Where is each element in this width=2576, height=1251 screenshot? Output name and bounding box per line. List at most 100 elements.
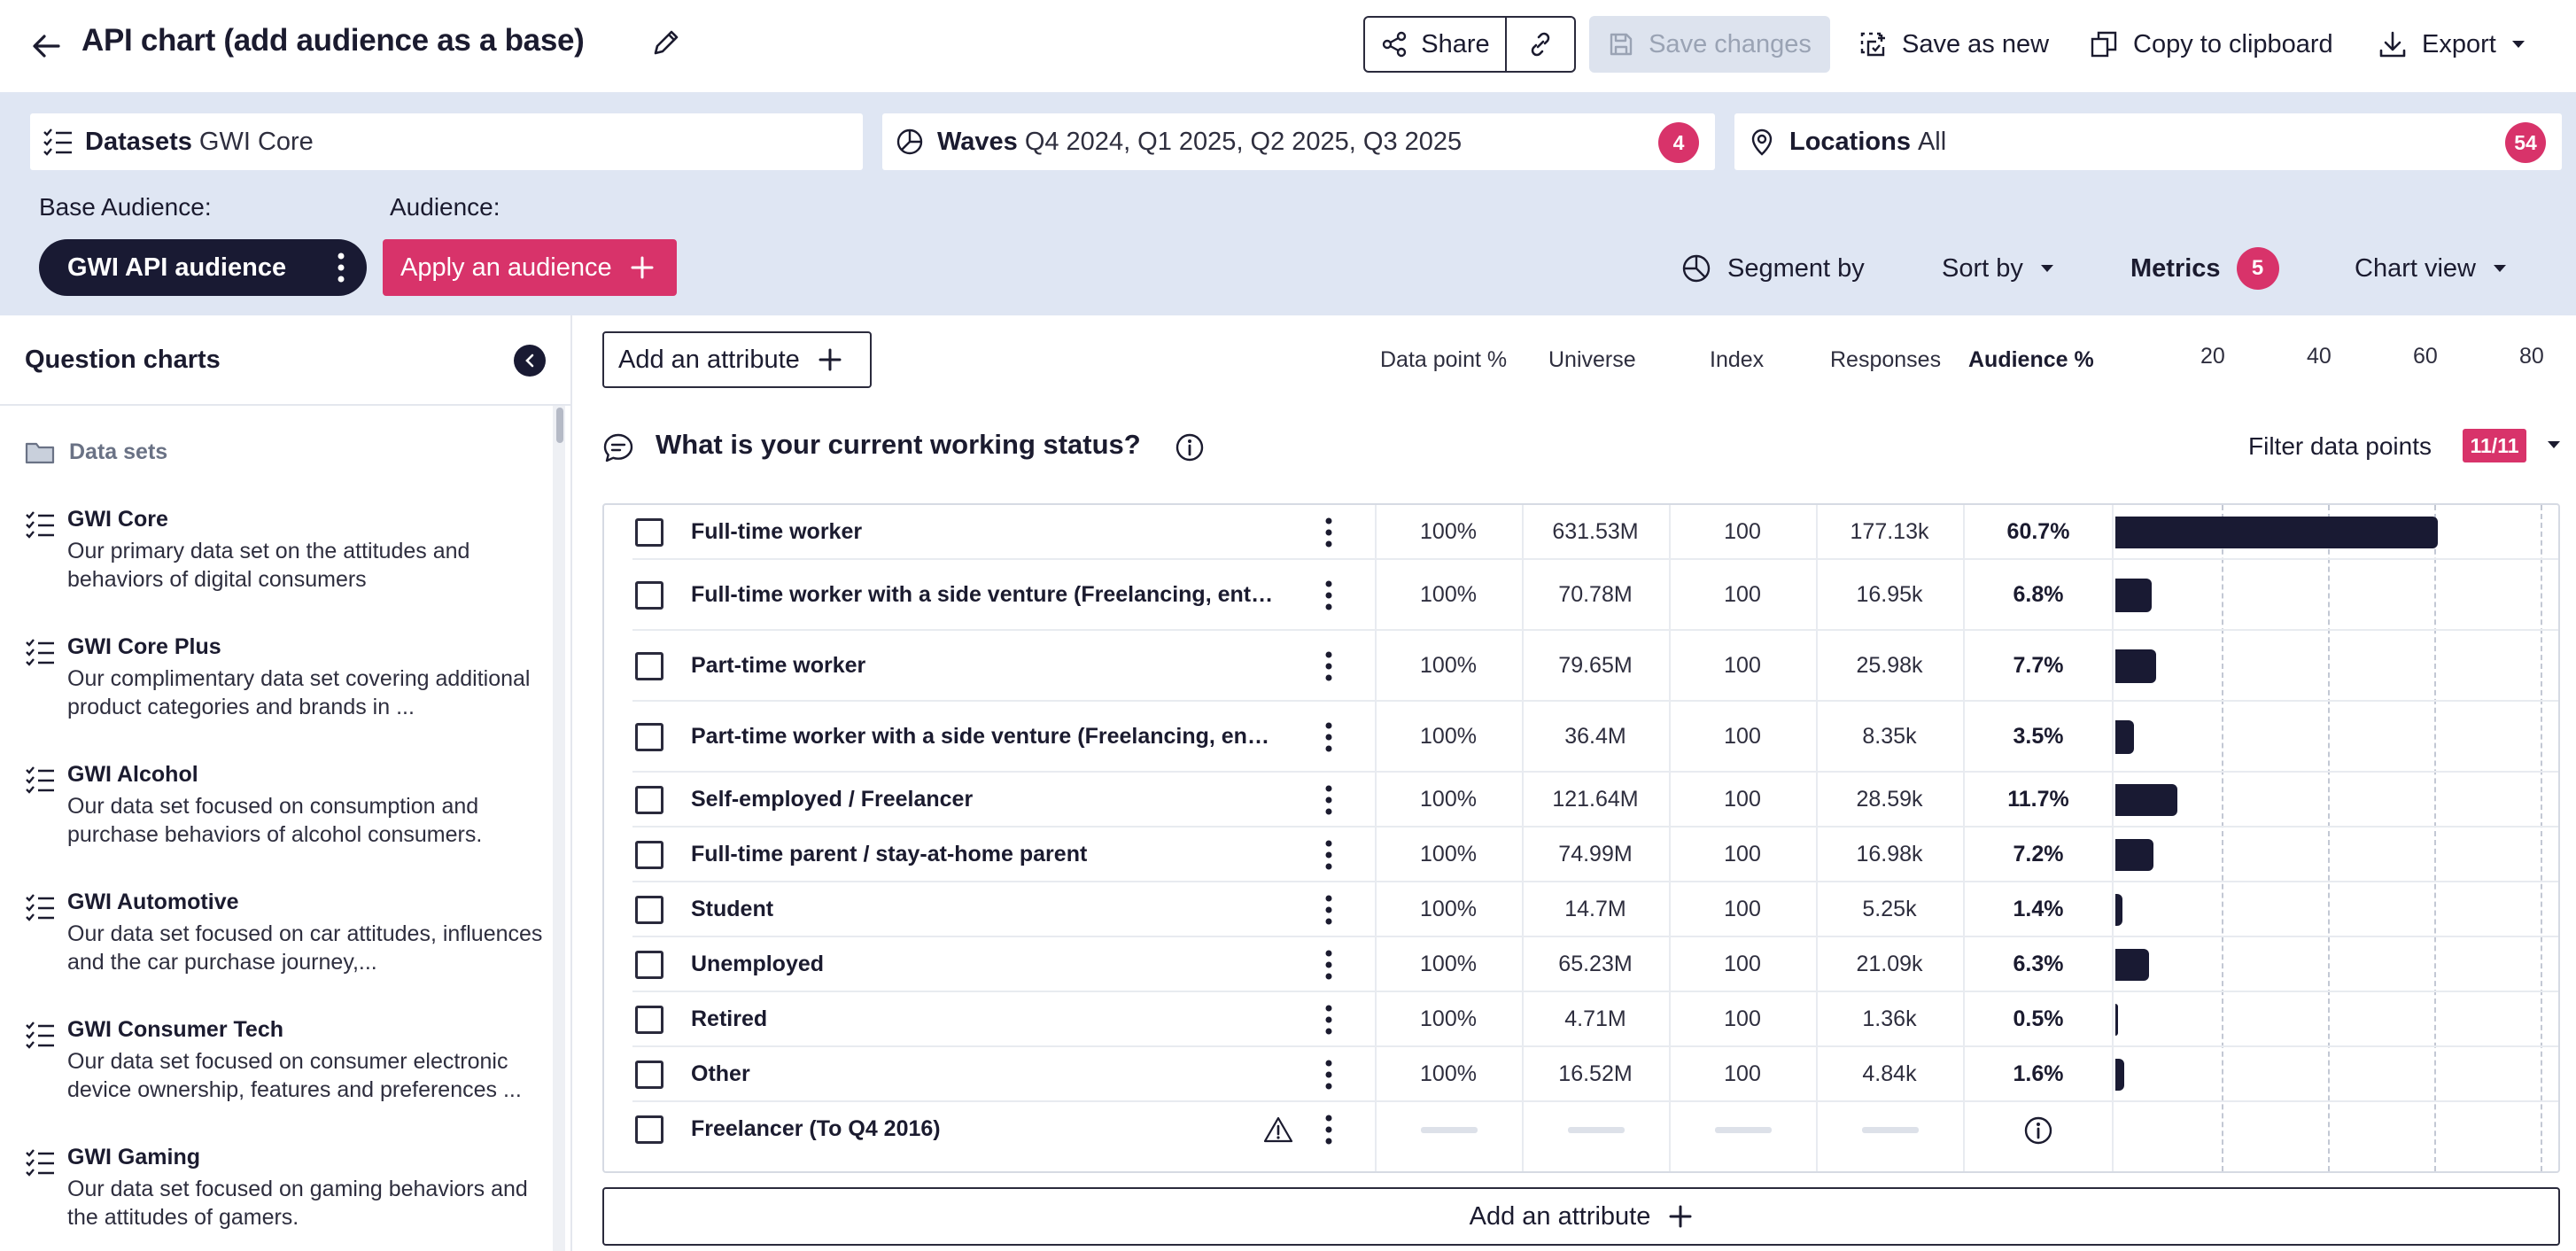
sidebar-dataset-item[interactable]: GWI Consumer Tech Our data set focused on… [25,1017,539,1123]
cell-universe: 631.53M [1552,519,1639,544]
kebab-icon[interactable] [1322,721,1336,753]
locations-filter[interactable]: Locations All 54 [1734,113,2562,170]
row-checkbox[interactable] [635,786,663,814]
kebab-icon[interactable] [1322,1059,1336,1091]
base-audience-pill[interactable]: GWI API audience [39,239,367,296]
column-index[interactable]: Index [1710,347,1765,372]
segment-by-button[interactable]: Segment by [1681,248,1865,289]
table-row[interactable]: Full-time worker 100% 631.53M 100 177.13k 60.… [604,505,2558,560]
table-row[interactable]: Student 100% 14.7M 100 5.25k 1.4% [604,882,2558,937]
table-row[interactable]: Retired 100% 4.71M 100 1.36k 0.5% [604,992,2558,1047]
kebab-icon[interactable] [1322,579,1336,611]
audience-bar[interactable] [2115,784,2178,816]
row-checkbox[interactable] [635,951,663,979]
kebab-icon[interactable] [1322,894,1336,926]
collapse-sidebar-button[interactable] [514,345,546,377]
kebab-icon[interactable] [1322,839,1336,871]
column-data-point[interactable]: Data point % [1380,347,1508,372]
table-row[interactable]: Freelancer (To Q4 2016) [604,1102,2558,1157]
kebab-icon[interactable] [1322,650,1336,682]
kebab-icon[interactable] [337,252,345,284]
kebab-icon[interactable] [1322,1004,1336,1036]
edit-title-button[interactable] [647,23,686,62]
column-universe[interactable]: Universe [1548,347,1636,372]
row-checkbox[interactable] [635,841,663,869]
sidebar-dataset-item[interactable]: GWI Alcohol Our data set focused on consu… [25,762,539,868]
audience-bar[interactable] [2115,649,2157,683]
chart-view-button[interactable]: Chart view [2355,248,2508,289]
copy-link-button[interactable] [1507,18,1574,71]
audience-bar[interactable] [2115,720,2134,754]
add-attribute-button-top[interactable]: Add an attribute [602,331,872,388]
row-checkbox[interactable] [635,518,663,547]
back-button[interactable] [27,27,66,66]
audience-bar[interactable] [2115,949,2149,981]
column-responses[interactable]: Responses [1830,347,1942,372]
sidebar-dataset-item[interactable]: GWI Gaming Our data set focused on gaming… [25,1145,539,1251]
apply-audience-button[interactable]: Apply an audience [383,239,677,296]
info-icon[interactable] [1175,432,1205,462]
kebab-icon[interactable] [1322,949,1336,981]
sort-by-button[interactable]: Sort by [1942,248,2055,289]
add-attribute-button-bottom[interactable]: Add an attribute [602,1187,2560,1246]
sidebar-scrollbar-thumb[interactable] [556,408,563,443]
column-divider [1669,505,1671,1171]
cell-responses: 1.36k [1862,1006,1917,1031]
locations-count-badge: 54 [2505,122,2546,163]
sidebar-dataset-item[interactable]: GWI Core Our primary data set on the atti… [25,507,539,613]
column-divider [2112,505,2114,1171]
table-row[interactable]: Full-time worker with a side venture (Fr… [604,560,2558,631]
row-checkbox[interactable] [635,1006,663,1034]
table-row[interactable]: Part-time worker with a side venture (Fr… [604,702,2558,773]
audience-bar[interactable] [2115,839,2154,871]
table-row[interactable]: Part-time worker 100% 79.65M 100 25.98k 7.7% [604,631,2558,702]
row-checkbox[interactable] [635,723,663,751]
table-row[interactable]: Self-employed / Freelancer 100% 121.64M 100… [604,773,2558,828]
chevron-left-icon [525,354,534,368]
table-row[interactable]: Unemployed 100% 65.23M 100 21.09k 6.3% [604,937,2558,992]
sidebar-dataset-item[interactable]: GWI Automotive Our data set focused on ca… [25,890,542,996]
save-as-new-button[interactable]: Save as new [1858,16,2049,73]
audience-bar[interactable] [2115,517,2439,548]
cell-index: 100 [1724,897,1761,921]
info-icon[interactable] [2023,1115,2053,1146]
row-label: Student [691,897,774,921]
list-icon [25,638,55,666]
warning-icon[interactable] [1263,1115,1293,1144]
datasets-section-header[interactable]: Data sets [25,439,167,465]
sidebar-dataset-item[interactable]: GWI Core Plus Our complimentary data set … [25,634,539,741]
copy-to-clipboard-button[interactable]: Copy to clipboard [2089,16,2333,73]
cell-audience: 0.5% [2013,1006,2064,1031]
row-checkbox[interactable] [635,652,663,680]
metrics-button[interactable]: Metrics 5 [2130,247,2279,290]
share-button[interactable]: Share [1365,18,1507,71]
datasets-filter[interactable]: Datasets GWI Core [30,113,863,170]
row-divider [632,936,2558,937]
waves-filter[interactable]: Waves Q4 2024, Q1 2025, Q2 2025, Q3 2025… [882,113,1715,170]
top-bar: API chart (add audience as a base) Share… [0,0,2576,92]
kebab-icon[interactable] [1322,1114,1336,1146]
row-checkbox[interactable] [635,581,663,610]
cell-audience: 3.5% [2013,724,2064,749]
kebab-icon[interactable] [1322,784,1336,816]
filter-data-points-label[interactable]: Filter data points [2248,432,2432,460]
audience-bar[interactable] [2115,579,2152,612]
kebab-icon[interactable] [1322,517,1336,548]
save-changes-button[interactable]: Save changes [1589,16,1830,73]
row-checkbox[interactable] [635,1115,663,1144]
column-audience[interactable]: Audience % [1968,347,2094,372]
copy-icon [2091,31,2117,58]
audience-bar[interactable] [2115,1004,2118,1036]
chevron-down-icon[interactable] [2546,439,2562,450]
row-checkbox[interactable] [635,896,663,924]
table-row[interactable]: Other 100% 16.52M 100 4.84k 1.6% [604,1047,2558,1102]
export-button[interactable]: Export [2378,16,2526,73]
row-checkbox[interactable] [635,1061,663,1089]
cell-responses: 28.59k [1856,787,1923,812]
row-label: Other [691,1061,750,1086]
cell-universe: 74.99M [1558,842,1633,866]
audience-bar[interactable] [2115,894,2123,926]
datasets-section-label: Data sets [69,439,168,464]
audience-bar[interactable] [2115,1059,2124,1091]
table-row[interactable]: Full-time parent / stay-at-home parent 10… [604,828,2558,882]
